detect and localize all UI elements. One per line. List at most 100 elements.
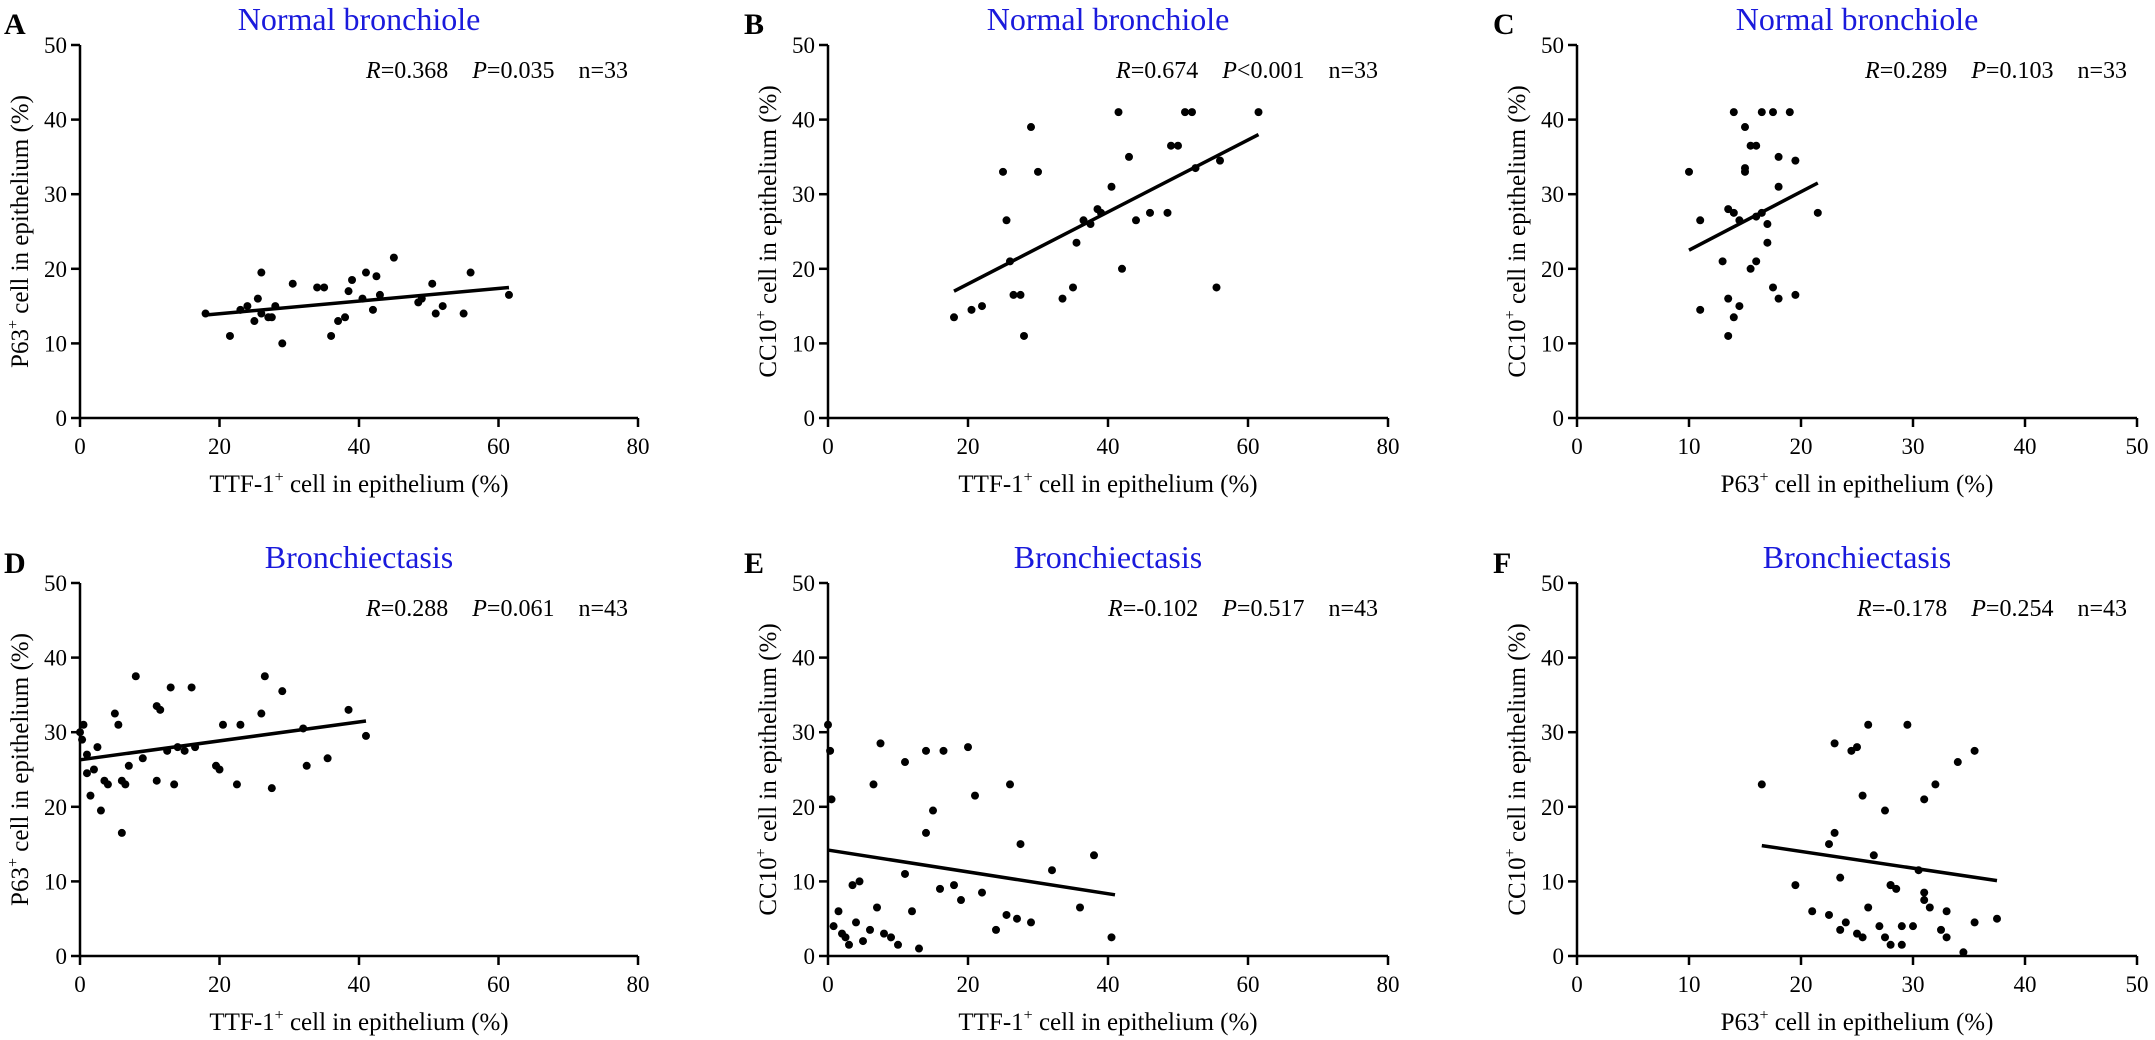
data-point xyxy=(876,739,885,748)
data-point xyxy=(999,167,1007,176)
data-point xyxy=(1791,156,1800,165)
regression-line xyxy=(1761,843,1998,883)
x-tick-label: 0 xyxy=(1571,972,1583,997)
data-point xyxy=(1724,294,1733,303)
stats-annotation: R=0.674 P<0.001 n=33 xyxy=(1115,58,1378,84)
data-point xyxy=(320,283,329,292)
panel-e: E Bronchiectasis 0 10 20 30 40 50 0 20 40 60 80 TTF-1… xyxy=(744,539,1400,1036)
data-point xyxy=(964,743,972,752)
y-tick-label: 50 xyxy=(792,571,815,596)
data-point xyxy=(829,922,838,931)
x-tick-label: 40 xyxy=(348,972,371,997)
data-point xyxy=(827,795,836,804)
data-point xyxy=(327,331,336,340)
data-point xyxy=(855,877,864,886)
regression-line xyxy=(827,848,1116,897)
data-point xyxy=(1920,888,1929,897)
y-tick-label: 40 xyxy=(792,646,815,671)
data-point xyxy=(1167,141,1175,150)
data-point xyxy=(1069,283,1077,292)
data-point xyxy=(180,746,189,755)
y-tick-label: 0 xyxy=(804,944,816,969)
data-point xyxy=(1769,283,1777,292)
data-point xyxy=(1959,948,1968,957)
data-point xyxy=(1897,940,1906,949)
data-point xyxy=(1009,290,1018,299)
data-point xyxy=(841,933,850,942)
y-tick-label: 40 xyxy=(44,108,67,133)
x-tick-label: 80 xyxy=(627,434,650,459)
data-point xyxy=(1920,896,1929,905)
y-tick-label: 20 xyxy=(44,795,67,820)
y-tick-label: 50 xyxy=(44,571,67,596)
data-point xyxy=(1853,743,1861,752)
x-tick-label: 40 xyxy=(348,434,371,459)
x-tick-label: 20 xyxy=(957,434,980,459)
data-point xyxy=(826,746,835,755)
x-tick-label: 10 xyxy=(1678,434,1701,459)
data-point xyxy=(1791,290,1800,299)
x-tick-label: 40 xyxy=(2014,972,2037,997)
data-point xyxy=(431,309,440,318)
data-point xyxy=(288,279,297,288)
x-tick-label: 20 xyxy=(208,972,231,997)
data-point xyxy=(1006,780,1014,789)
data-point xyxy=(1886,940,1895,949)
data-point xyxy=(78,735,87,744)
data-point xyxy=(1897,922,1906,931)
data-point xyxy=(929,806,937,815)
x-tick-label: 60 xyxy=(1237,972,1260,997)
x-tick-label: 50 xyxy=(2126,434,2149,459)
data-point xyxy=(1942,907,1951,916)
data-point xyxy=(950,313,958,322)
data-point xyxy=(1841,918,1850,927)
data-point xyxy=(873,903,881,912)
data-point xyxy=(1746,264,1755,273)
y-tick-label: 20 xyxy=(792,795,815,820)
data-point xyxy=(1002,216,1011,225)
data-point xyxy=(243,302,252,311)
panel-title: Bronchiectasis xyxy=(1763,539,1951,575)
y-tick-label: 10 xyxy=(44,331,67,356)
y-axis-label: P63+ cell in epithelium (%) xyxy=(5,633,34,906)
data-point xyxy=(1769,108,1777,117)
data-point xyxy=(1729,208,1738,217)
data-point xyxy=(1774,152,1783,161)
data-point xyxy=(1836,873,1845,882)
y-tick-label: 40 xyxy=(44,646,67,671)
data-point xyxy=(278,687,287,696)
data-point xyxy=(375,290,384,299)
y-axis-label: CC10+ cell in epithelium (%) xyxy=(753,85,782,377)
data-point xyxy=(866,925,874,934)
x-tick-label: 20 xyxy=(1790,972,1813,997)
y-tick-label: 30 xyxy=(44,182,67,207)
data-point xyxy=(1107,182,1116,191)
data-point xyxy=(1002,910,1011,919)
y-tick-label: 40 xyxy=(1541,108,1564,133)
data-point xyxy=(82,769,91,778)
y-tick-label: 10 xyxy=(792,869,815,894)
data-point xyxy=(459,309,468,318)
y-tick-label: 30 xyxy=(1541,720,1564,745)
data-point xyxy=(1813,208,1822,217)
data-point xyxy=(939,746,948,755)
data-point xyxy=(344,705,353,714)
y-tick-label: 10 xyxy=(44,869,67,894)
panel-title: Normal bronchiole xyxy=(1736,1,1979,37)
x-tick-label: 80 xyxy=(1377,434,1400,459)
panel-letter: F xyxy=(1493,547,1511,580)
data-point xyxy=(1970,918,1979,927)
x-tick-label: 80 xyxy=(627,972,650,997)
data-point xyxy=(117,828,126,837)
data-point xyxy=(1685,167,1693,176)
y-tick-label: 40 xyxy=(1541,646,1564,671)
data-point xyxy=(1836,925,1845,934)
data-point xyxy=(834,907,843,916)
data-point xyxy=(278,339,287,348)
data-point xyxy=(348,275,357,284)
data-point xyxy=(845,940,853,949)
data-point xyxy=(1034,167,1042,176)
data-point xyxy=(1212,283,1221,292)
data-point xyxy=(1825,910,1833,919)
data-point xyxy=(267,784,276,793)
